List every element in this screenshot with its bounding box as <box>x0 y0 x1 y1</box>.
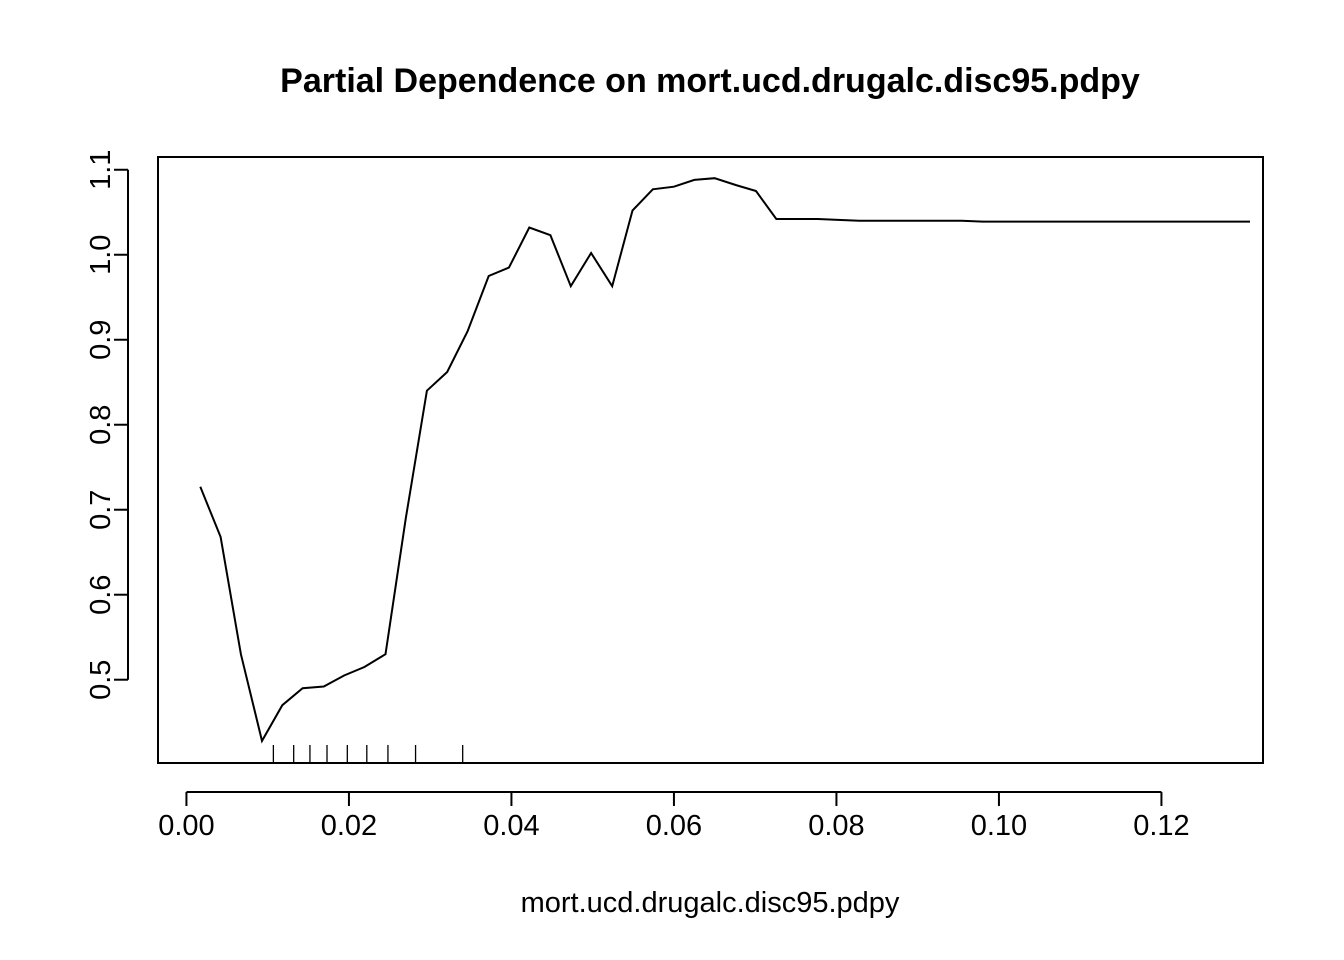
y-tick-label: 0.5 <box>85 660 117 700</box>
x-tick-label: 0.10 <box>971 810 1027 842</box>
rug-marks <box>272 745 464 763</box>
y-tick-label: 0.6 <box>85 575 117 615</box>
y-axis: 0.5 0.6 0.7 0.8 0.9 1.0 1.1 <box>85 150 129 700</box>
x-tick-label: 0.08 <box>808 810 864 842</box>
y-tick-label: 0.9 <box>85 320 117 360</box>
x-axis-label: mort.ucd.drugalc.disc95.pdpy <box>521 887 900 919</box>
x-tick-label: 0.02 <box>321 810 377 842</box>
y-tick-label: 0.7 <box>85 490 117 530</box>
x-tick-label: 0.06 <box>646 810 702 842</box>
y-tick-label: 1.0 <box>85 235 117 275</box>
x-tick-label: 0.12 <box>1133 810 1189 842</box>
x-axis: 0.00 0.02 0.04 0.06 0.08 0.10 0.12 <box>158 791 1190 842</box>
x-tick-label: 0.04 <box>483 810 539 842</box>
y-tick-label: 0.8 <box>85 405 117 445</box>
x-tick-label: 0.00 <box>158 810 214 842</box>
chart-title: Partial Dependence on mort.ucd.drugalc.d… <box>280 62 1140 100</box>
y-tick-label: 1.1 <box>85 150 117 190</box>
series-line <box>199 177 1250 744</box>
plot-frame <box>157 156 1264 764</box>
